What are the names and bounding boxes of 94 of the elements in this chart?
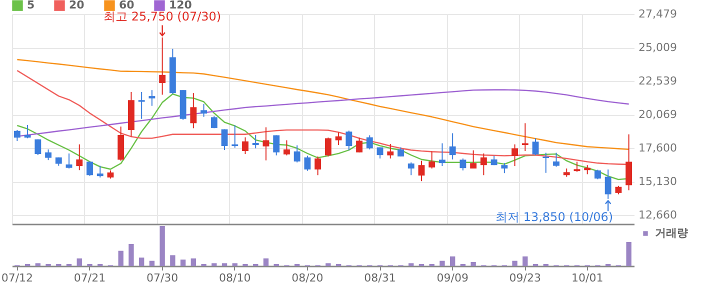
candlestick — [449, 132, 456, 160]
bar — [35, 263, 41, 266]
candlestick — [200, 104, 207, 118]
legend-label: 거래량 — [655, 226, 688, 240]
annotation: 최고 25,750 (07/30) — [104, 9, 222, 24]
candlestick — [512, 144, 518, 167]
y-tick-label: 27,479 — [638, 8, 677, 20]
candlestick — [294, 144, 300, 163]
bar — [118, 250, 124, 266]
candlestick — [335, 132, 342, 146]
x-tick-label: 08/20 — [292, 272, 324, 284]
candlestick — [542, 152, 550, 174]
bar — [180, 260, 186, 266]
bar — [76, 258, 82, 266]
bar — [138, 258, 144, 266]
y-tick-label: 20,069 — [638, 108, 677, 122]
candlestick — [626, 134, 632, 191]
bar — [440, 260, 445, 266]
candlestick — [594, 169, 601, 180]
bar — [263, 258, 269, 266]
bar — [626, 242, 632, 266]
x-tick-label: 07/12 — [1, 272, 34, 284]
annotation: 최저 13,850 (10/06) — [496, 210, 614, 224]
y-tick-label: 17,600 — [638, 142, 677, 155]
candlestick — [428, 150, 436, 170]
candlestick — [460, 158, 466, 171]
bar — [160, 226, 165, 266]
candlestick — [242, 136, 248, 154]
candlestick — [210, 116, 218, 129]
bar — [408, 263, 414, 266]
candlestick — [304, 155, 311, 172]
candlestick — [96, 165, 104, 178]
x-tick-label: 08/31 — [364, 272, 396, 284]
candlestick — [366, 134, 373, 150]
candlestick — [356, 137, 362, 153]
candlestick — [532, 138, 539, 156]
bar — [212, 263, 217, 266]
candlestick — [76, 144, 83, 171]
candlestick — [387, 143, 394, 159]
bar — [149, 260, 155, 266]
candlestick — [398, 146, 404, 157]
candlestick — [273, 134, 280, 156]
candlestick — [221, 128, 228, 151]
x-tick-label: 07/30 — [146, 272, 178, 284]
candlestick — [553, 152, 560, 168]
x-tick-label: 07/21 — [74, 272, 106, 284]
bar — [326, 263, 331, 266]
legend-label: 20 — [69, 0, 85, 12]
candlestick — [470, 150, 477, 170]
candlestick — [284, 140, 290, 156]
candlestick — [262, 126, 270, 161]
y-tick-label: 12,660 — [638, 208, 677, 222]
bar — [470, 262, 476, 266]
candlestick — [574, 161, 580, 172]
candlestick — [14, 129, 20, 142]
candlestick — [501, 162, 508, 174]
y-tick-label: 25,009 — [638, 41, 677, 54]
candlestick — [408, 162, 414, 176]
bar — [450, 256, 456, 266]
candlestick — [34, 138, 42, 156]
x-tick-label: 08/10 — [219, 272, 251, 284]
candlestick — [346, 130, 352, 151]
candlestick — [190, 92, 197, 129]
candlestick — [252, 134, 259, 149]
x-tick-label: 10/01 — [572, 272, 604, 284]
candlestick — [324, 137, 332, 157]
x-tick-label: 09/23 — [509, 272, 541, 284]
legend-label: 120 — [169, 0, 192, 12]
y-tick-label: 22,539 — [638, 74, 677, 88]
candlestick — [604, 168, 612, 200]
candlestick — [159, 36, 166, 96]
candlestick — [24, 124, 31, 139]
bar — [222, 263, 228, 266]
candlestick — [232, 124, 238, 148]
x-tick-label: 09/09 — [436, 272, 468, 284]
bar — [128, 244, 134, 266]
bar — [512, 260, 518, 266]
candlestick — [480, 152, 487, 176]
bar — [232, 263, 238, 266]
candlestick — [45, 148, 52, 161]
candlestick — [86, 160, 93, 176]
candlestick — [314, 156, 322, 176]
candlestick — [138, 91, 145, 120]
bar — [522, 256, 528, 266]
candlestick — [439, 142, 446, 167]
y-tick-label: 15,130 — [638, 175, 677, 188]
bar — [190, 258, 196, 266]
candlestick — [418, 160, 425, 182]
legend-label: 60 — [119, 0, 135, 12]
legend-label: 5 — [27, 0, 35, 12]
candlestick — [148, 90, 156, 106]
bar — [170, 255, 176, 266]
candlestick — [66, 152, 72, 170]
line-series — [16, 58, 630, 150]
